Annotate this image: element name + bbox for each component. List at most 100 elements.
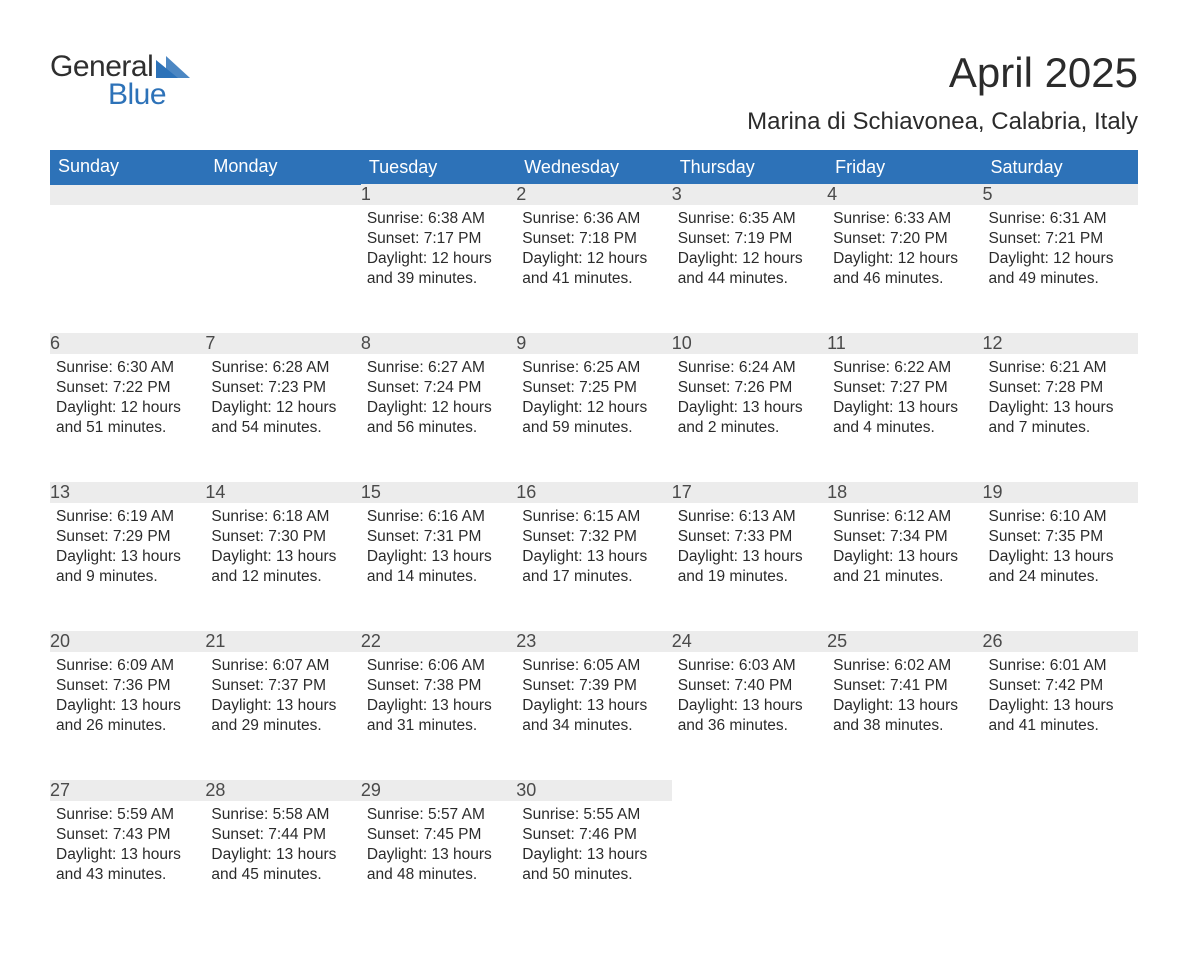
day-data: Sunrise: 6:33 AMSunset: 7:20 PMDaylight:… xyxy=(827,205,982,296)
day-data: Sunrise: 6:18 AMSunset: 7:30 PMDaylight:… xyxy=(205,503,360,594)
daylight-line: Daylight: 12 hours and 59 minutes. xyxy=(522,398,665,438)
day-number: 23 xyxy=(516,631,671,652)
day-cell: Sunrise: 6:10 AMSunset: 7:35 PMDaylight:… xyxy=(983,503,1138,631)
sunrise-line: Sunrise: 6:38 AM xyxy=(367,209,510,229)
day-number: 2 xyxy=(516,184,671,205)
day-number: 3 xyxy=(672,184,827,205)
day-number-empty xyxy=(205,184,360,205)
day-cell-empty xyxy=(827,801,982,929)
day-cell: Sunrise: 6:18 AMSunset: 7:30 PMDaylight:… xyxy=(205,503,360,631)
daylight-line: Daylight: 13 hours and 41 minutes. xyxy=(989,696,1132,736)
day-cell: Sunrise: 6:38 AMSunset: 7:17 PMDaylight:… xyxy=(361,205,516,333)
day-data: Sunrise: 6:22 AMSunset: 7:27 PMDaylight:… xyxy=(827,354,982,445)
day-number-empty xyxy=(672,780,827,801)
sunset-line: Sunset: 7:35 PM xyxy=(989,527,1132,547)
sunset-line: Sunset: 7:30 PM xyxy=(211,527,354,547)
daylight-line: Daylight: 13 hours and 21 minutes. xyxy=(833,547,976,587)
daylight-line: Daylight: 13 hours and 9 minutes. xyxy=(56,547,199,587)
sunset-line: Sunset: 7:45 PM xyxy=(367,825,510,845)
day-number: 5 xyxy=(983,184,1138,205)
day-cell: Sunrise: 6:24 AMSunset: 7:26 PMDaylight:… xyxy=(672,354,827,482)
daynum-row: 13141516171819 xyxy=(50,482,1138,503)
day-number: 6 xyxy=(50,333,205,354)
sunset-line: Sunset: 7:44 PM xyxy=(211,825,354,845)
sunrise-line: Sunrise: 6:15 AM xyxy=(522,507,665,527)
day-cell: Sunrise: 6:06 AMSunset: 7:38 PMDaylight:… xyxy=(361,652,516,780)
day-number: 20 xyxy=(50,631,205,652)
sunrise-line: Sunrise: 6:31 AM xyxy=(989,209,1132,229)
day-data: Sunrise: 5:58 AMSunset: 7:44 PMDaylight:… xyxy=(205,801,360,892)
sunset-line: Sunset: 7:38 PM xyxy=(367,676,510,696)
sunrise-line: Sunrise: 6:33 AM xyxy=(833,209,976,229)
day-data: Sunrise: 6:35 AMSunset: 7:19 PMDaylight:… xyxy=(672,205,827,296)
day-cell: Sunrise: 6:03 AMSunset: 7:40 PMDaylight:… xyxy=(672,652,827,780)
day-cell: Sunrise: 6:02 AMSunset: 7:41 PMDaylight:… xyxy=(827,652,982,780)
sunset-line: Sunset: 7:21 PM xyxy=(989,229,1132,249)
daydata-row: Sunrise: 6:09 AMSunset: 7:36 PMDaylight:… xyxy=(50,652,1138,780)
day-data: Sunrise: 6:15 AMSunset: 7:32 PMDaylight:… xyxy=(516,503,671,594)
day-number: 11 xyxy=(827,333,982,354)
sunset-line: Sunset: 7:27 PM xyxy=(833,378,976,398)
sunrise-line: Sunrise: 6:22 AM xyxy=(833,358,976,378)
sunset-line: Sunset: 7:17 PM xyxy=(367,229,510,249)
sunset-line: Sunset: 7:29 PM xyxy=(56,527,199,547)
sunset-line: Sunset: 7:33 PM xyxy=(678,527,821,547)
daylight-line: Daylight: 13 hours and 38 minutes. xyxy=(833,696,976,736)
day-cell: Sunrise: 6:33 AMSunset: 7:20 PMDaylight:… xyxy=(827,205,982,333)
sunrise-line: Sunrise: 6:05 AM xyxy=(522,656,665,676)
day-number: 8 xyxy=(361,333,516,354)
daylight-line: Daylight: 13 hours and 29 minutes. xyxy=(211,696,354,736)
day-cell: Sunrise: 5:58 AMSunset: 7:44 PMDaylight:… xyxy=(205,801,360,929)
day-data: Sunrise: 6:01 AMSunset: 7:42 PMDaylight:… xyxy=(983,652,1138,743)
day-data: Sunrise: 6:16 AMSunset: 7:31 PMDaylight:… xyxy=(361,503,516,594)
sunrise-line: Sunrise: 6:24 AM xyxy=(678,358,821,378)
sunset-line: Sunset: 7:39 PM xyxy=(522,676,665,696)
day-data: Sunrise: 5:55 AMSunset: 7:46 PMDaylight:… xyxy=(516,801,671,892)
day-data: Sunrise: 6:10 AMSunset: 7:35 PMDaylight:… xyxy=(983,503,1138,594)
day-number: 26 xyxy=(983,631,1138,652)
day-number: 13 xyxy=(50,482,205,503)
day-cell: Sunrise: 6:01 AMSunset: 7:42 PMDaylight:… xyxy=(983,652,1138,780)
day-data: Sunrise: 6:30 AMSunset: 7:22 PMDaylight:… xyxy=(50,354,205,445)
calendar-table: Sunday Monday Tuesday Wednesday Thursday… xyxy=(50,150,1138,929)
day-cell: Sunrise: 6:21 AMSunset: 7:28 PMDaylight:… xyxy=(983,354,1138,482)
sunset-line: Sunset: 7:32 PM xyxy=(522,527,665,547)
day-cell: Sunrise: 5:55 AMSunset: 7:46 PMDaylight:… xyxy=(516,801,671,929)
sunrise-line: Sunrise: 6:16 AM xyxy=(367,507,510,527)
day-cell: Sunrise: 6:13 AMSunset: 7:33 PMDaylight:… xyxy=(672,503,827,631)
day-number: 28 xyxy=(205,780,360,801)
day-number-empty xyxy=(827,780,982,801)
sunrise-line: Sunrise: 6:10 AM xyxy=(989,507,1132,527)
sunrise-line: Sunrise: 5:55 AM xyxy=(522,805,665,825)
logo-triangle-icon xyxy=(156,56,190,83)
day-data: Sunrise: 6:25 AMSunset: 7:25 PMDaylight:… xyxy=(516,354,671,445)
day-data: Sunrise: 6:36 AMSunset: 7:18 PMDaylight:… xyxy=(516,205,671,296)
header: General Blue April 2025 Marina di Schiav… xyxy=(50,50,1138,136)
location: Marina di Schiavonea, Calabria, Italy xyxy=(747,108,1138,136)
daylight-line: Daylight: 13 hours and 31 minutes. xyxy=(367,696,510,736)
sunset-line: Sunset: 7:42 PM xyxy=(989,676,1132,696)
day-cell: Sunrise: 5:59 AMSunset: 7:43 PMDaylight:… xyxy=(50,801,205,929)
daylight-line: Daylight: 12 hours and 54 minutes. xyxy=(211,398,354,438)
day-number: 25 xyxy=(827,631,982,652)
sunrise-line: Sunrise: 6:09 AM xyxy=(56,656,199,676)
day-data: Sunrise: 6:27 AMSunset: 7:24 PMDaylight:… xyxy=(361,354,516,445)
sunset-line: Sunset: 7:23 PM xyxy=(211,378,354,398)
daylight-line: Daylight: 12 hours and 39 minutes. xyxy=(367,249,510,289)
sunrise-line: Sunrise: 6:28 AM xyxy=(211,358,354,378)
day-number: 18 xyxy=(827,482,982,503)
day-data: Sunrise: 6:12 AMSunset: 7:34 PMDaylight:… xyxy=(827,503,982,594)
logo-text-blue: Blue xyxy=(108,78,166,112)
daylight-line: Daylight: 13 hours and 7 minutes. xyxy=(989,398,1132,438)
daylight-line: Daylight: 13 hours and 24 minutes. xyxy=(989,547,1132,587)
sunset-line: Sunset: 7:40 PM xyxy=(678,676,821,696)
weekday-header-row: Sunday Monday Tuesday Wednesday Thursday… xyxy=(50,150,1138,184)
daydata-row: Sunrise: 5:59 AMSunset: 7:43 PMDaylight:… xyxy=(50,801,1138,929)
sunset-line: Sunset: 7:25 PM xyxy=(522,378,665,398)
daylight-line: Daylight: 13 hours and 12 minutes. xyxy=(211,547,354,587)
sunrise-line: Sunrise: 6:12 AM xyxy=(833,507,976,527)
daydata-row: Sunrise: 6:19 AMSunset: 7:29 PMDaylight:… xyxy=(50,503,1138,631)
sunset-line: Sunset: 7:37 PM xyxy=(211,676,354,696)
sunrise-line: Sunrise: 6:21 AM xyxy=(989,358,1132,378)
day-cell: Sunrise: 6:07 AMSunset: 7:37 PMDaylight:… xyxy=(205,652,360,780)
